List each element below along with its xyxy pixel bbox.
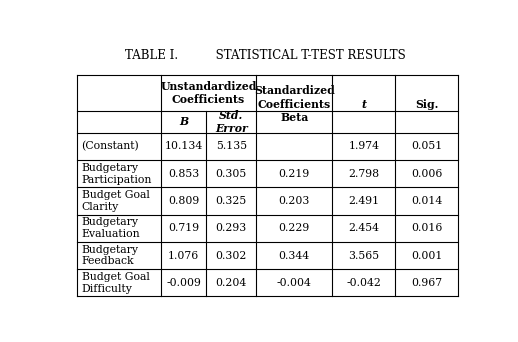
Text: Std.
Error: Std. Error [215,110,248,134]
Text: 0.719: 0.719 [168,223,199,233]
Text: 0.014: 0.014 [411,196,442,206]
Text: -0.042: -0.042 [347,278,381,288]
Text: 0.325: 0.325 [215,196,247,206]
Text: Budget Goal
Difficulty: Budget Goal Difficulty [82,272,150,294]
Text: 2.798: 2.798 [348,169,379,179]
Text: Budgetary
Feedback: Budgetary Feedback [82,245,139,266]
Text: 0.967: 0.967 [411,278,442,288]
Text: Budget Goal
Clarity: Budget Goal Clarity [82,190,150,212]
Text: 0.016: 0.016 [411,223,442,233]
Text: 0.305: 0.305 [215,169,247,179]
Text: 1.974: 1.974 [348,142,379,152]
Text: 2.454: 2.454 [348,223,379,233]
Text: 0.051: 0.051 [411,142,442,152]
Text: 0.001: 0.001 [411,251,442,261]
Text: 5.135: 5.135 [215,142,247,152]
Text: 1.076: 1.076 [168,251,199,261]
Text: Budgetary
Participation: Budgetary Participation [82,163,152,185]
Text: -0.004: -0.004 [277,278,312,288]
Text: TABLE I.          STATISTICAL T-TEST RESULTS: TABLE I. STATISTICAL T-TEST RESULTS [125,49,406,62]
Text: 0.204: 0.204 [215,278,247,288]
Text: 3.565: 3.565 [348,251,379,261]
Text: 0.006: 0.006 [411,169,442,179]
Text: 10.134: 10.134 [164,142,203,152]
Text: Unstandardized
Coefficients: Unstandardized Coefficients [160,81,256,105]
Text: 0.229: 0.229 [279,223,310,233]
Text: -0.009: -0.009 [166,278,201,288]
Text: 0.219: 0.219 [279,169,310,179]
Text: 0.853: 0.853 [168,169,199,179]
Text: 0.809: 0.809 [168,196,199,206]
Text: 0.302: 0.302 [215,251,247,261]
Text: 2.491: 2.491 [348,196,379,206]
Text: Budgetary
Evaluation: Budgetary Evaluation [82,218,140,239]
Text: Sig.: Sig. [415,98,438,109]
Text: 0.203: 0.203 [279,196,310,206]
Text: 0.293: 0.293 [215,223,247,233]
Text: (Constant): (Constant) [82,141,139,152]
Text: t: t [361,98,366,109]
Text: Standardized
Coefficients
Beta: Standardized Coefficients Beta [254,85,335,123]
Text: 0.344: 0.344 [279,251,310,261]
Text: B: B [179,116,188,127]
